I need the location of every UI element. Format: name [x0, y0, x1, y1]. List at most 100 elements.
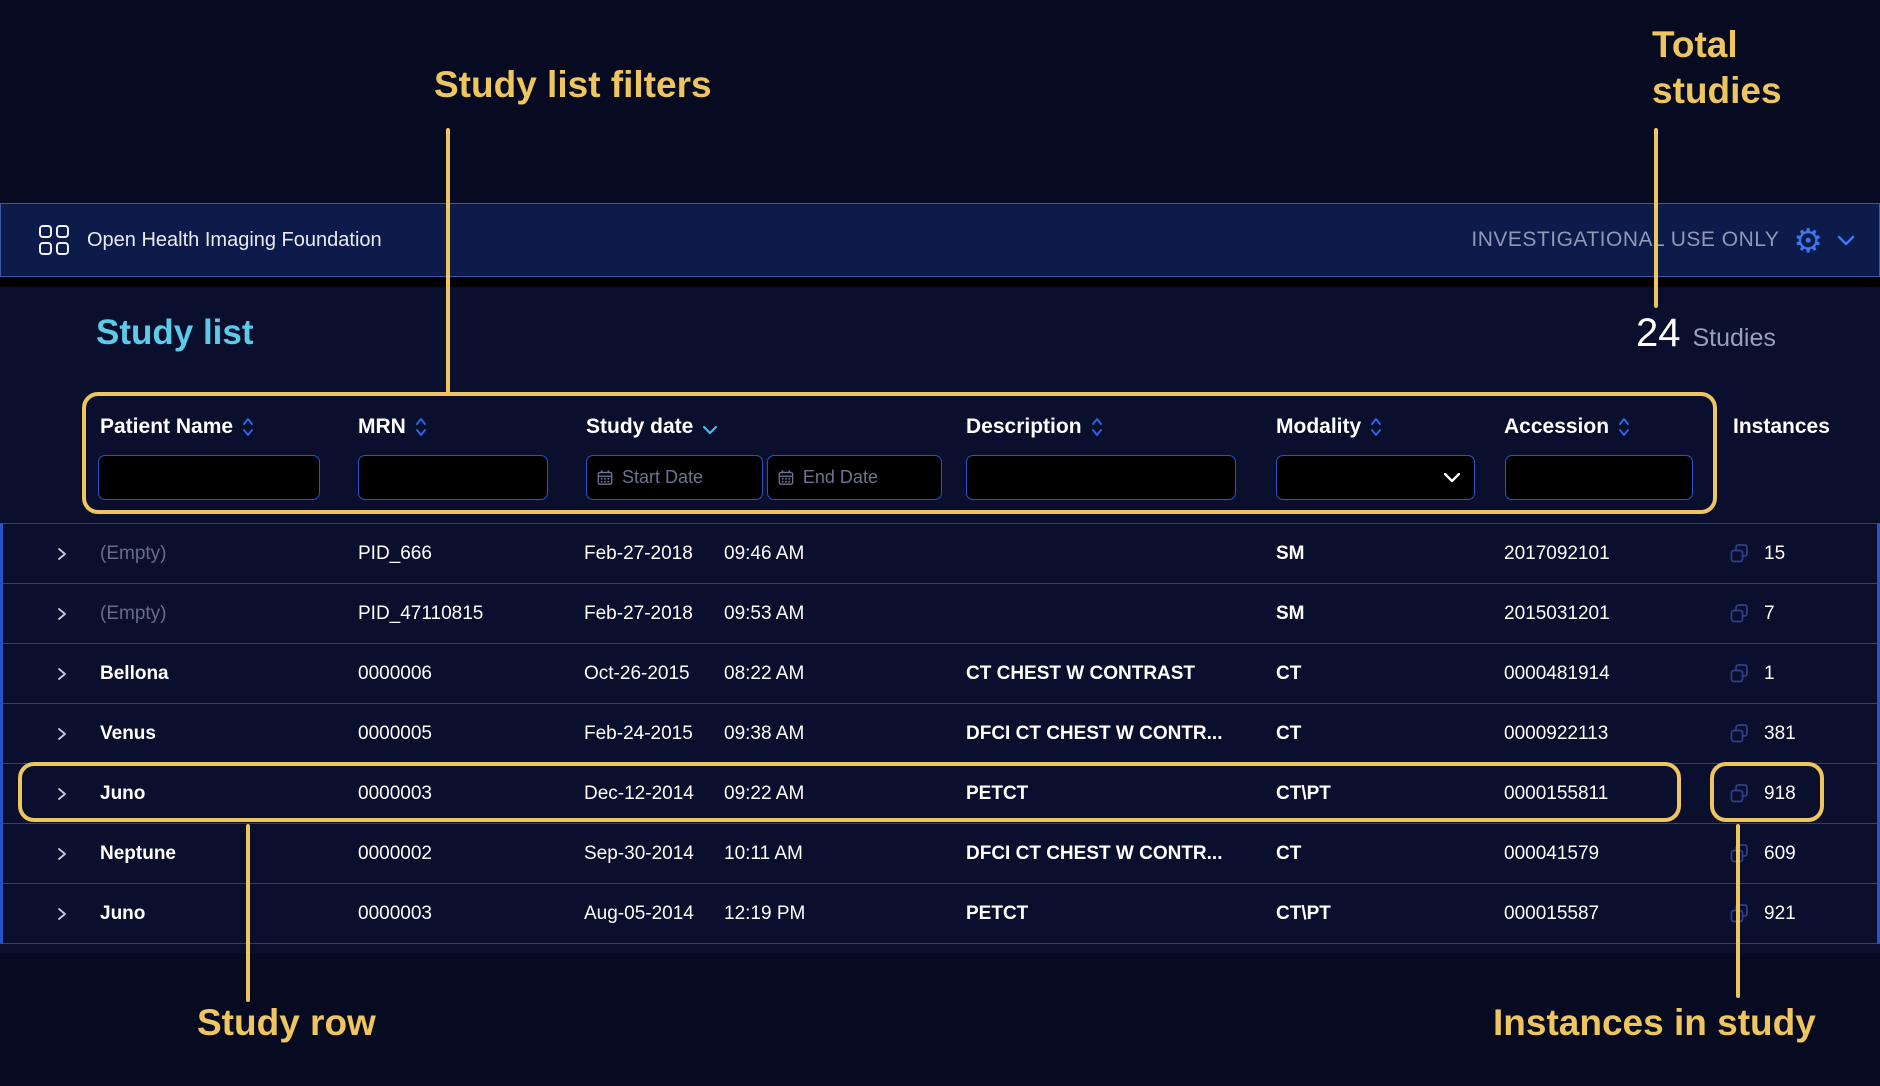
cell-patient-name: Juno	[100, 902, 146, 924]
studies-count: 24 Studies	[1636, 311, 1776, 356]
end-date-filter[interactable]	[767, 455, 942, 500]
cell-study-date: Feb-27-2018	[584, 542, 693, 564]
cell-modality: CT\PT	[1276, 782, 1331, 804]
study-table: (Empty) PID_666 Feb-27-2018 09:46 AM SM 20170…	[0, 523, 1880, 944]
copy-icon	[1728, 524, 1751, 583]
cell-instances-count: 1	[1764, 662, 1775, 684]
calendar-icon	[778, 470, 794, 485]
cell-study-time: 09:22 AM	[724, 782, 805, 804]
column-label: Description	[966, 415, 1082, 438]
cell-accession: 0000481914	[1504, 662, 1610, 684]
end-date-input[interactable]	[802, 467, 931, 488]
logo-square	[56, 225, 69, 238]
column-label: Accession	[1504, 415, 1610, 438]
cell-study-date: Feb-24-2015	[584, 722, 693, 744]
patient-name-filter-input[interactable]	[98, 455, 320, 500]
column-label: Study date	[586, 415, 694, 438]
cell-patient-name: Bellona	[100, 662, 169, 684]
modality-filter-select[interactable]	[1276, 455, 1475, 500]
cell-description: PETCT	[966, 902, 1029, 924]
table-row[interactable]: (Empty) PID_47110815 Feb-27-2018 09:53 AM SM…	[3, 584, 1877, 644]
column-header-patient-name[interactable]: Patient Name	[100, 412, 254, 442]
annotation-instances-in-study: Instances in study	[1493, 1002, 1816, 1043]
topbar-right-group: INVESTIGATIONAL USE ONLY ⚙	[1471, 224, 1855, 257]
table-row[interactable]: Neptune 0000002 Sep-30-2014 10:11 AM DFCI CT…	[3, 824, 1877, 884]
cell-patient-name: Neptune	[100, 842, 176, 864]
cell-study-time: 12:19 PM	[724, 902, 806, 924]
cell-accession: 2017092101	[1504, 542, 1610, 564]
expand-chevron-icon[interactable]	[55, 824, 69, 883]
expand-chevron-icon[interactable]	[55, 764, 69, 823]
studies-count-label: Studies	[1692, 324, 1776, 352]
column-header-accession[interactable]: Accession	[1504, 412, 1630, 442]
cell-patient-name: Venus	[100, 722, 156, 744]
copy-icon	[1728, 764, 1751, 823]
column-label: Patient Name	[100, 415, 234, 438]
cell-study-time: 09:53 AM	[724, 602, 805, 624]
app-logo[interactable]: Open Health Imaging Foundation	[39, 225, 382, 255]
sort-both-icon	[1619, 418, 1630, 436]
sort-down-icon	[703, 425, 718, 434]
expand-chevron-icon[interactable]	[55, 584, 69, 643]
cell-instances-count: 15	[1764, 542, 1786, 564]
annotation-total-line1: Total	[1652, 24, 1738, 65]
sort-both-icon	[415, 418, 426, 436]
logo-square	[56, 242, 69, 255]
cell-patient-name: (Empty)	[100, 542, 167, 564]
investigational-use-label: INVESTIGATIONAL USE ONLY	[1471, 228, 1780, 251]
settings-gear-icon[interactable]: ⚙	[1793, 221, 1823, 259]
description-filter-input[interactable]	[966, 455, 1236, 500]
column-header-description[interactable]: Description	[966, 412, 1103, 442]
expand-chevron-icon[interactable]	[55, 524, 69, 583]
start-date-input[interactable]	[621, 467, 752, 488]
cell-mrn: PID_666	[358, 542, 432, 564]
start-date-filter[interactable]	[586, 455, 763, 500]
cell-study-date: Oct-26-2015	[584, 662, 690, 684]
cell-mrn: 0000005	[358, 722, 432, 744]
cell-modality: SM	[1276, 542, 1305, 564]
cell-patient-name: (Empty)	[100, 602, 167, 624]
expand-chevron-icon[interactable]	[55, 704, 69, 763]
cell-description: CT CHEST W CONTRAST	[966, 662, 1196, 684]
table-row[interactable]: (Empty) PID_666 Feb-27-2018 09:46 AM SM 20170…	[3, 524, 1877, 584]
cell-mrn: PID_47110815	[358, 602, 484, 624]
cell-mrn: 0000003	[358, 782, 432, 804]
column-header-mrn[interactable]: MRN	[358, 412, 427, 442]
cell-study-date: Dec-12-2014	[584, 782, 694, 804]
top-navigation-bar: Open Health Imaging Foundation INVESTIGA…	[0, 203, 1880, 277]
cell-accession: 000015587	[1504, 902, 1600, 924]
annotation-line	[1736, 824, 1740, 998]
cell-instances-count: 381	[1764, 722, 1796, 744]
column-header-modality[interactable]: Modality	[1276, 412, 1382, 442]
copy-icon	[1728, 644, 1751, 703]
sort-both-icon	[243, 418, 254, 436]
chevron-down-icon	[1444, 472, 1460, 482]
table-row[interactable]: Juno 0000003 Dec-12-2014 09:22 AM PETCT CT\PT…	[3, 764, 1877, 824]
cell-study-date: Aug-05-2014	[584, 902, 694, 924]
table-row[interactable]: Juno 0000003 Aug-05-2014 12:19 PM PETCT CT\PT…	[3, 884, 1877, 944]
mrn-filter-input[interactable]	[358, 455, 548, 500]
cell-mrn: 0000003	[358, 902, 432, 924]
cell-accession: 0000922113	[1504, 722, 1609, 744]
column-header-instances: Instances	[1733, 412, 1830, 442]
calendar-icon	[597, 470, 613, 485]
cell-modality: SM	[1276, 602, 1305, 624]
cell-study-time: 08:22 AM	[724, 662, 805, 684]
table-row[interactable]: Bellona 0000006 Oct-26-2015 08:22 AM CT CHES…	[3, 644, 1877, 704]
chevron-down-icon[interactable]	[1837, 235, 1855, 246]
expand-chevron-icon[interactable]	[55, 644, 69, 703]
annotation-study-list-filters: Study list filters	[434, 64, 712, 105]
cell-modality: CT	[1276, 842, 1302, 864]
copy-icon	[1728, 704, 1751, 763]
accession-filter-input[interactable]	[1505, 455, 1693, 500]
cell-description: DFCI CT CHEST W CONTR...	[966, 722, 1223, 744]
cell-description: PETCT	[966, 782, 1029, 804]
cell-mrn: 0000002	[358, 842, 432, 864]
column-header-study-date[interactable]: Study date	[586, 412, 718, 442]
expand-chevron-icon[interactable]	[55, 884, 69, 943]
table-row[interactable]: Venus 0000005 Feb-24-2015 09:38 AM DFCI CT C…	[3, 704, 1877, 764]
cell-patient-name: Juno	[100, 782, 146, 804]
page-title: Study list	[96, 313, 254, 352]
column-label: Instances	[1733, 415, 1830, 438]
logo-square	[39, 242, 52, 255]
